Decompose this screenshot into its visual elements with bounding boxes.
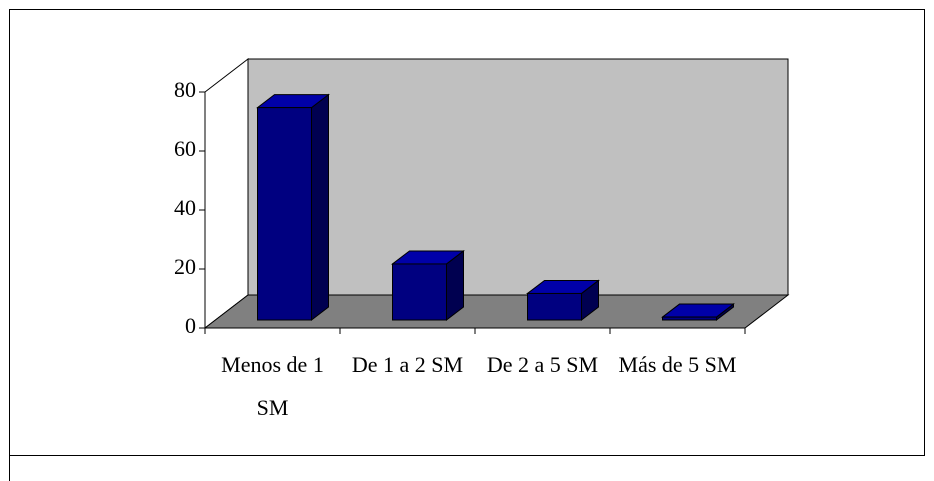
bar bbox=[392, 263, 447, 321]
bar bbox=[527, 292, 582, 321]
x-tick-label: Menos de 1 SM bbox=[221, 352, 324, 420]
bar bbox=[662, 316, 717, 321]
bar bbox=[257, 107, 312, 321]
x-tick-label: De 1 a 2 SM bbox=[351, 352, 464, 377]
chart-frame bbox=[9, 9, 925, 481]
y-tick-label: 0 bbox=[185, 313, 196, 338]
x-tick-label: De 2 a 5 SM bbox=[486, 352, 599, 377]
y-tick-label: 20 bbox=[174, 254, 196, 279]
bar-side bbox=[311, 93, 329, 322]
y-tick-label: 60 bbox=[174, 136, 196, 161]
y-tick-label: 40 bbox=[174, 195, 196, 220]
side-wall bbox=[204, 57, 249, 330]
x-tick-label: Más de 5 SM bbox=[618, 352, 737, 377]
y-tick-label: 80 bbox=[174, 77, 196, 102]
